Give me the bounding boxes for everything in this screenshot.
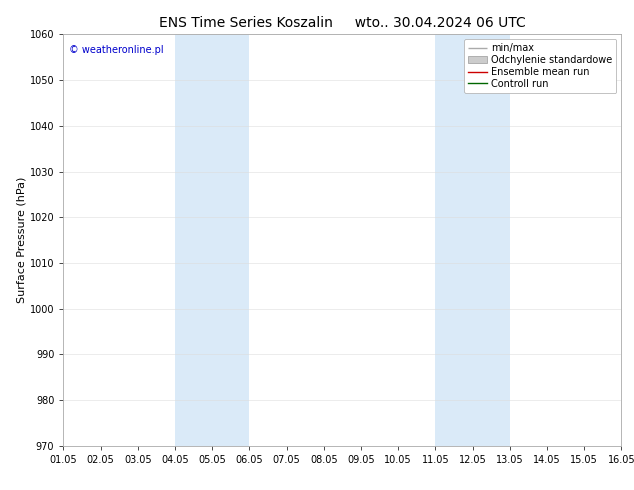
- Bar: [175, 34, 249, 446]
- Text: © weatheronline.pl: © weatheronline.pl: [69, 45, 164, 54]
- Bar: [436, 34, 510, 446]
- Title: ENS Time Series Koszalin     wto.. 30.04.2024 06 UTC: ENS Time Series Koszalin wto.. 30.04.202…: [159, 16, 526, 30]
- Legend: min/max, Odchylenie standardowe, Ensemble mean run, Controll run: min/max, Odchylenie standardowe, Ensembl…: [464, 39, 616, 93]
- Y-axis label: Surface Pressure (hPa): Surface Pressure (hPa): [17, 177, 27, 303]
